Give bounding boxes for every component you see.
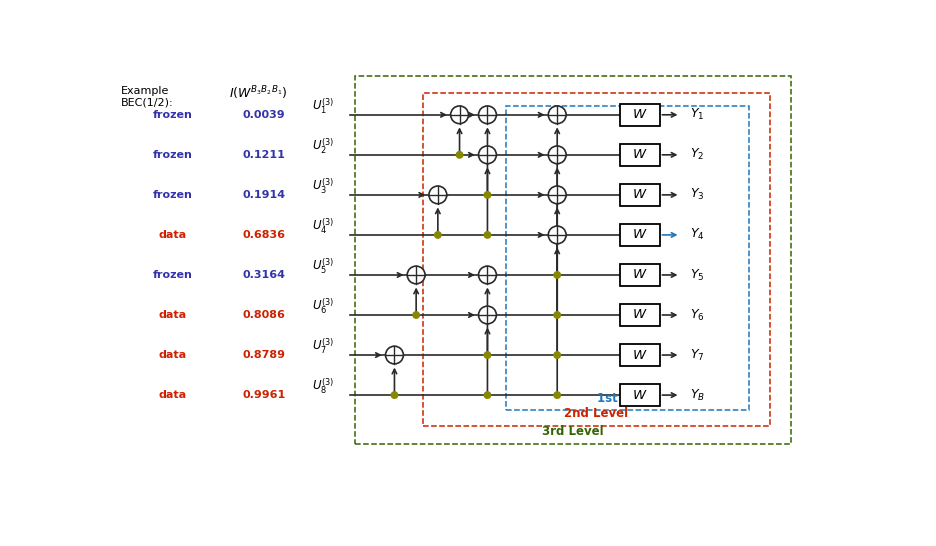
FancyBboxPatch shape	[620, 184, 660, 206]
FancyBboxPatch shape	[620, 345, 660, 366]
Text: 2nd Level: 2nd Level	[564, 407, 628, 420]
Circle shape	[407, 266, 425, 284]
Text: 0.9961: 0.9961	[242, 390, 285, 400]
Circle shape	[478, 266, 496, 284]
Text: $U_8^{(3)}$: $U_8^{(3)}$	[313, 377, 335, 396]
FancyBboxPatch shape	[620, 224, 660, 246]
Circle shape	[450, 106, 468, 123]
Circle shape	[548, 186, 566, 204]
Text: $Y_3$: $Y_3$	[691, 187, 705, 203]
Circle shape	[548, 146, 566, 164]
Text: data: data	[159, 390, 187, 400]
Circle shape	[484, 352, 490, 358]
Text: 0.0039: 0.0039	[243, 110, 285, 120]
Text: frozen: frozen	[153, 190, 193, 200]
Text: $U_2^{(3)}$: $U_2^{(3)}$	[313, 136, 335, 156]
Text: $U_7^{(3)}$: $U_7^{(3)}$	[313, 337, 335, 357]
Text: $Y_7$: $Y_7$	[691, 347, 705, 363]
Text: frozen: frozen	[153, 110, 193, 120]
Text: $Y_4$: $Y_4$	[691, 227, 705, 242]
Circle shape	[413, 312, 419, 318]
Circle shape	[548, 226, 566, 244]
Text: Example
BEC(1/2):: Example BEC(1/2):	[121, 86, 173, 107]
Circle shape	[484, 232, 490, 238]
FancyBboxPatch shape	[620, 384, 660, 406]
Text: $W$: $W$	[633, 108, 648, 121]
Text: $W$: $W$	[633, 348, 648, 361]
Text: 0.8789: 0.8789	[242, 350, 285, 360]
Circle shape	[456, 152, 462, 158]
Circle shape	[478, 106, 496, 123]
Bar	[423, 93, 769, 426]
Text: $Y_5$: $Y_5$	[691, 268, 705, 282]
Text: $I(W^{B_3B_2B_1})$: $I(W^{B_3B_2B_1})$	[229, 84, 287, 102]
Circle shape	[484, 392, 490, 399]
Circle shape	[386, 346, 403, 364]
Text: 0.1914: 0.1914	[242, 190, 285, 200]
Circle shape	[548, 106, 566, 123]
Text: frozen: frozen	[153, 270, 193, 280]
Circle shape	[434, 232, 441, 238]
FancyBboxPatch shape	[620, 144, 660, 165]
Text: $Y_6$: $Y_6$	[691, 307, 705, 323]
Circle shape	[429, 186, 446, 204]
Text: $W$: $W$	[633, 149, 648, 161]
Text: $U_5^{(3)}$: $U_5^{(3)}$	[313, 257, 335, 276]
Bar	[355, 76, 791, 443]
Text: $U_4^{(3)}$: $U_4^{(3)}$	[313, 217, 335, 236]
Text: data: data	[159, 350, 187, 360]
Text: data: data	[159, 310, 187, 320]
FancyBboxPatch shape	[620, 304, 660, 326]
Circle shape	[554, 392, 561, 399]
Text: 0.3164: 0.3164	[242, 270, 285, 280]
Text: $W$: $W$	[633, 188, 648, 201]
Text: 0.8086: 0.8086	[242, 310, 285, 320]
Circle shape	[554, 272, 561, 278]
FancyBboxPatch shape	[620, 264, 660, 286]
Circle shape	[478, 306, 496, 324]
Circle shape	[484, 192, 490, 198]
Text: 0.1211: 0.1211	[242, 150, 285, 160]
Text: data: data	[159, 230, 187, 240]
Circle shape	[554, 352, 561, 358]
Text: $W$: $W$	[633, 389, 648, 401]
Text: 3rd Level: 3rd Level	[542, 425, 604, 438]
Circle shape	[391, 392, 398, 399]
Circle shape	[478, 146, 496, 164]
Text: $W$: $W$	[633, 308, 648, 322]
Bar	[506, 105, 749, 411]
FancyBboxPatch shape	[620, 104, 660, 126]
Text: frozen: frozen	[153, 150, 193, 160]
Text: $U_1^{(3)}$: $U_1^{(3)}$	[313, 97, 335, 116]
Text: $W$: $W$	[633, 269, 648, 281]
Text: $U_3^{(3)}$: $U_3^{(3)}$	[313, 177, 335, 196]
Text: $Y_1$: $Y_1$	[691, 107, 705, 122]
Text: $W$: $W$	[633, 228, 648, 241]
Circle shape	[554, 312, 561, 318]
Text: $Y_B$: $Y_B$	[691, 388, 706, 402]
Text: 1st Level: 1st Level	[597, 392, 657, 405]
Text: $Y_2$: $Y_2$	[691, 147, 705, 162]
Text: 0.6836: 0.6836	[242, 230, 285, 240]
Text: $U_6^{(3)}$: $U_6^{(3)}$	[313, 297, 335, 316]
